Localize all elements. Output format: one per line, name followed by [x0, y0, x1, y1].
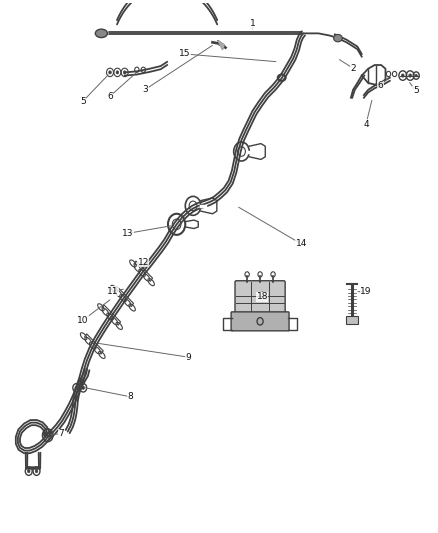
Circle shape — [28, 470, 30, 473]
Ellipse shape — [95, 29, 107, 38]
Circle shape — [415, 74, 417, 77]
Circle shape — [109, 71, 111, 74]
FancyBboxPatch shape — [346, 316, 358, 324]
Circle shape — [116, 71, 119, 74]
Text: 7: 7 — [58, 429, 64, 438]
Circle shape — [82, 386, 85, 390]
Text: 18: 18 — [257, 292, 268, 301]
Text: 1: 1 — [250, 19, 256, 28]
Circle shape — [43, 432, 46, 436]
Circle shape — [409, 74, 412, 77]
FancyBboxPatch shape — [235, 281, 285, 313]
Text: 5: 5 — [80, 97, 86, 106]
FancyBboxPatch shape — [231, 312, 289, 331]
Text: 8: 8 — [127, 392, 133, 401]
Ellipse shape — [334, 35, 342, 42]
Text: 12: 12 — [138, 258, 149, 267]
Text: 10: 10 — [77, 316, 88, 325]
Text: 19: 19 — [360, 287, 372, 296]
Text: 2: 2 — [350, 63, 356, 72]
Text: 3: 3 — [143, 85, 148, 94]
Circle shape — [124, 71, 126, 74]
Text: 6: 6 — [107, 92, 113, 101]
Text: 11: 11 — [107, 287, 119, 296]
Text: 9: 9 — [186, 353, 191, 362]
Text: 14: 14 — [296, 239, 307, 248]
Text: 5: 5 — [413, 86, 419, 95]
Text: 15: 15 — [179, 50, 190, 59]
Circle shape — [75, 386, 78, 390]
Polygon shape — [218, 41, 224, 49]
Circle shape — [401, 74, 404, 77]
Text: 6: 6 — [378, 81, 383, 90]
Circle shape — [35, 470, 38, 473]
Text: 13: 13 — [123, 229, 134, 238]
Circle shape — [49, 432, 53, 436]
FancyArrowPatch shape — [219, 43, 223, 46]
Text: 4: 4 — [363, 119, 369, 128]
